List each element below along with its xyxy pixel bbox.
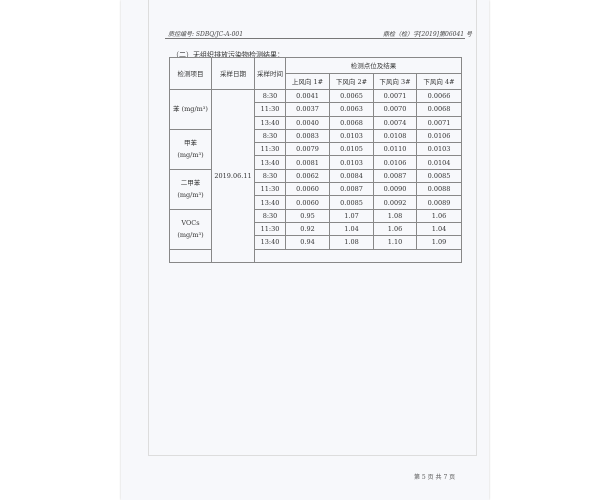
header-date: 采样日期 — [211, 57, 255, 90]
time-cell: 13:40 — [254, 235, 286, 250]
value-cell: 1.09 — [416, 235, 462, 250]
empty-cell — [169, 248, 212, 263]
time-cell: 8:30 — [254, 208, 286, 223]
time-cell: 13:40 — [254, 155, 286, 170]
value-cell: 0.0084 — [329, 168, 374, 184]
value-cell: 0.0060 — [285, 195, 330, 210]
value-cell: 0.0071 — [416, 115, 462, 130]
header-divider — [165, 38, 465, 39]
value-cell: 0.0062 — [285, 168, 330, 184]
page-number: 第 5 页 共 7 页 — [414, 474, 456, 481]
value-cell: 0.0079 — [285, 142, 330, 157]
value-cell: 0.0110 — [373, 142, 417, 157]
table-row: 11:30 0.92 1.04 1.06 1.04 — [170, 221, 462, 237]
table-row: 苯 (mg/m³) 2019.06.11 8:30 0.0041 0.0065 0.007… — [169, 88, 462, 263]
value-cell: 0.0065 — [329, 88, 374, 104]
value-cell: 1.06 — [416, 208, 462, 223]
table-row: 二甲苯 (mg/m³) 8:30 0.0062 0.0084 0.0087 0.0085 — [169, 168, 462, 210]
header-results: 检测点位及结果 — [285, 57, 462, 74]
value-cell: 1.10 — [373, 235, 417, 250]
value-cell: 0.0103 — [329, 155, 374, 170]
value-cell: 0.0103 — [416, 142, 462, 157]
header-point: 下风向 2# — [329, 73, 374, 90]
value-cell: 0.0087 — [373, 168, 417, 184]
value-cell: 1.04 — [416, 221, 462, 237]
value-cell: 1.08 — [329, 235, 374, 250]
value-cell: 0.0081 — [285, 155, 330, 170]
page-frame — [148, 0, 477, 456]
header-time: 采样时间 — [254, 57, 286, 90]
value-cell: 0.95 — [285, 208, 330, 223]
time-cell: 11:30 — [254, 182, 286, 197]
value-cell: 0.0068 — [416, 102, 462, 117]
time-cell: 11:30 — [254, 142, 286, 157]
time-cell: 13:40 — [254, 195, 286, 210]
value-cell: 0.0103 — [329, 128, 374, 144]
time-cell: 11:30 — [254, 221, 286, 237]
item-cell: 甲苯 (mg/m³) — [169, 128, 212, 170]
time-cell: 13:40 — [254, 115, 286, 130]
value-cell: 0.0066 — [416, 88, 462, 104]
value-cell: 0.0037 — [285, 102, 330, 117]
value-cell: 1.07 — [329, 208, 374, 223]
value-cell: 0.94 — [285, 235, 330, 250]
item-cell: 二甲苯 (mg/m³) — [169, 168, 212, 210]
value-cell: 0.0060 — [285, 182, 330, 197]
time-cell: 8:30 — [254, 88, 286, 104]
header-point: 下风向 4# — [416, 73, 462, 90]
value-cell: 0.92 — [285, 221, 330, 237]
empty-cell — [254, 248, 462, 263]
time-cell: 8:30 — [254, 128, 286, 144]
qc-number: 质控编号: SDBQ/JC-A-001 — [168, 31, 244, 38]
value-cell: 1.08 — [373, 208, 417, 223]
value-cell: 0.0106 — [416, 128, 462, 144]
value-cell: 0.0040 — [285, 115, 330, 130]
table-row: 13:40 0.94 1.08 1.10 1.09 — [170, 235, 462, 250]
value-cell: 1.06 — [373, 221, 417, 237]
section-title: （二）无组织排放污染物检测结果： — [172, 51, 284, 59]
value-cell: 0.0071 — [373, 88, 417, 104]
value-cell: 0.0070 — [373, 102, 417, 117]
value-cell: 0.0108 — [373, 128, 417, 144]
value-cell: 0.0087 — [329, 182, 374, 197]
value-cell: 0.0088 — [416, 182, 462, 197]
report-number: 鼎检（检）字[2019]第06041 号 — [383, 31, 472, 38]
value-cell: 0.0104 — [416, 155, 462, 170]
value-cell: 0.0089 — [416, 195, 462, 210]
table-row: 11:30 0.0060 0.0087 0.0090 0.0088 — [170, 182, 462, 197]
value-cell: 0.0041 — [285, 88, 330, 104]
value-cell: 0.0063 — [329, 102, 374, 117]
header-item: 检测项目 — [169, 57, 212, 90]
item-cell: VOCs (mg/m³) — [169, 208, 212, 250]
header-point: 下风向 3# — [373, 73, 417, 90]
value-cell: 0.0085 — [329, 195, 374, 210]
value-cell: 0.0090 — [373, 182, 417, 197]
time-cell: 8:30 — [254, 168, 286, 184]
value-cell: 1.04 — [329, 221, 374, 237]
value-cell: 0.0074 — [373, 115, 417, 130]
value-cell: 0.0085 — [416, 168, 462, 184]
value-cell: 0.0083 — [285, 128, 330, 144]
header-point: 上风向 1# — [285, 73, 330, 90]
date-cell: 2019.06.11 — [211, 89, 255, 263]
results-table: 检测项目 采样日期 采样时间 检测点位及结果 上风向 1# 下风向 2# 下风向 3# 下风向… — [169, 57, 462, 263]
value-cell: 0.0092 — [373, 195, 417, 210]
value-cell: 0.0068 — [329, 115, 374, 130]
item-cell: 苯 (mg/m³) — [169, 89, 212, 130]
time-cell: 11:30 — [254, 102, 286, 117]
value-cell: 0.0106 — [373, 155, 417, 170]
value-cell: 0.0105 — [329, 142, 374, 157]
